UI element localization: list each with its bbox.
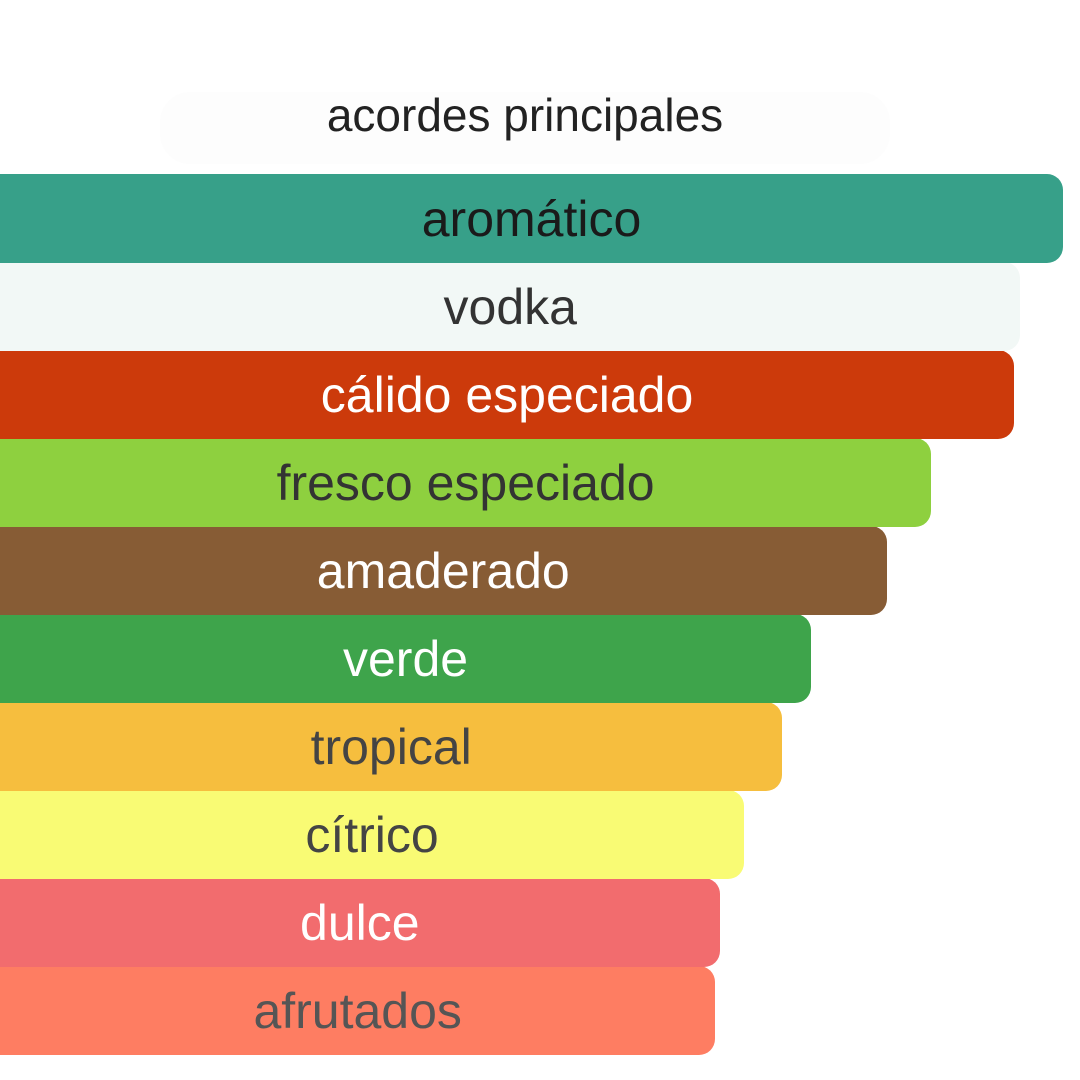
accord-bar: tropical [0, 702, 783, 791]
accord-bar: fresco especiado [0, 438, 932, 527]
chart-title-box: acordes principales [160, 92, 890, 164]
accord-label: verde [342, 630, 469, 687]
accord-label: cálido especiado [320, 366, 694, 423]
accord-label: tropical [310, 718, 472, 775]
accord-label: fresco especiado [276, 454, 655, 511]
accord-bar: amaderado [0, 526, 887, 615]
accord-bar: cítrico [0, 790, 745, 879]
accord-bar: cálido especiado [0, 350, 1015, 439]
accord-label: cítrico [305, 806, 439, 863]
accord-bar: aromático [0, 174, 1063, 263]
accord-bar: verde [0, 614, 812, 703]
chart-title: acordes principales [326, 89, 724, 141]
accord-label: aromático [421, 190, 642, 247]
accord-label: dulce [300, 894, 420, 951]
accord-bar: afrutados [0, 966, 716, 1055]
accord-bar: dulce [0, 878, 720, 967]
accord-label: vodka [443, 278, 577, 335]
accord-label: afrutados [253, 982, 462, 1039]
accord-bar: vodka [0, 262, 1021, 351]
accord-label: amaderado [316, 542, 570, 599]
